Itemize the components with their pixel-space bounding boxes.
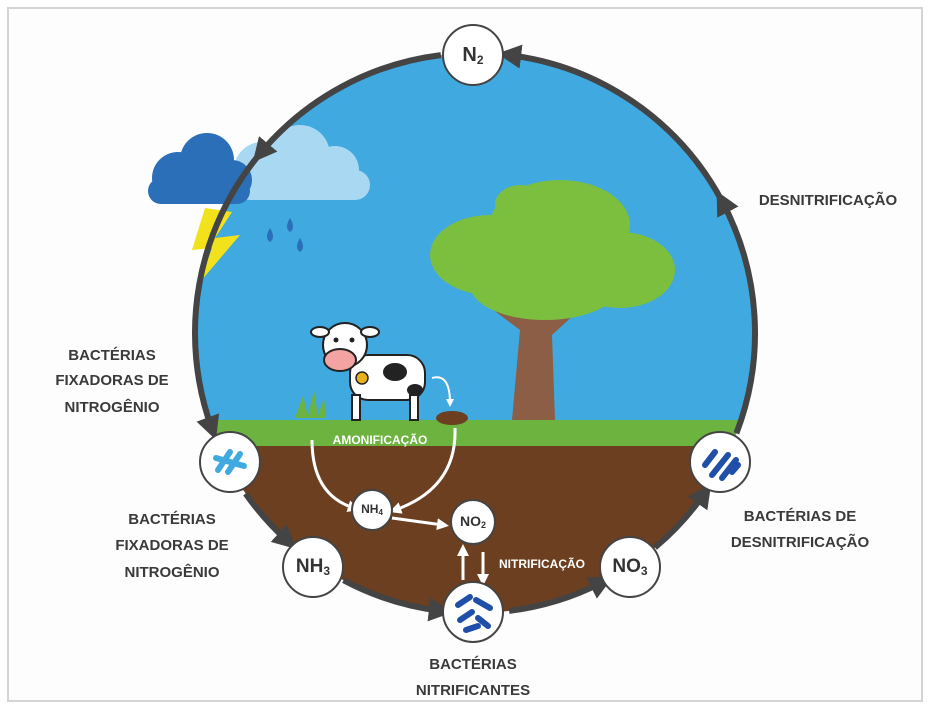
- arrow-cow-manure: [431, 376, 454, 407]
- node-label: N2: [462, 44, 483, 67]
- tree: [430, 180, 675, 420]
- label: NITRIFICANTES: [416, 682, 530, 699]
- cow: [310, 322, 426, 421]
- cycle-arrows: [192, 44, 758, 622]
- grass-tuft: [295, 390, 326, 418]
- label: AMONIFICAÇÃO: [333, 432, 428, 447]
- rain: [267, 218, 303, 252]
- node-label: NO3: [612, 556, 648, 578]
- manure: [436, 411, 468, 425]
- clouds: [148, 125, 370, 282]
- cycle-arrow: [252, 52, 442, 163]
- label: BACTÉRIAS: [128, 511, 216, 528]
- label: FIXADORAS DE: [115, 537, 228, 554]
- label: NITROGÊNIO: [64, 398, 159, 416]
- cycle-arrow: [716, 190, 758, 435]
- grass-strip: [195, 420, 755, 446]
- label: BACTÉRIAS DE: [744, 508, 857, 525]
- cycle-arrow: [243, 491, 297, 550]
- node-label: NO2: [460, 513, 486, 531]
- node-label: NH4: [361, 502, 383, 517]
- label: DESNITRIFICAÇÃO: [731, 533, 870, 551]
- node-label: NH3: [296, 556, 330, 578]
- label: BACTÉRIAS: [68, 347, 156, 364]
- label: FIXADORAS DE: [55, 372, 168, 389]
- label: BACTÉRIAS: [429, 656, 517, 673]
- bacteria-icons: [213, 449, 741, 633]
- label: NITROGÊNIO: [124, 563, 219, 581]
- cycle-arrow: [653, 483, 712, 550]
- cycle-arrow: [342, 577, 453, 622]
- label: DESNITRIFICAÇÃO: [759, 191, 898, 209]
- inner-arrows: [310, 427, 489, 586]
- label: NITRIFICAÇÃO: [499, 556, 585, 571]
- cycle-arrow: [192, 151, 263, 441]
- lightning: [192, 208, 240, 282]
- cycle-arrow: [497, 44, 725, 203]
- cycle-arrow: [508, 577, 613, 614]
